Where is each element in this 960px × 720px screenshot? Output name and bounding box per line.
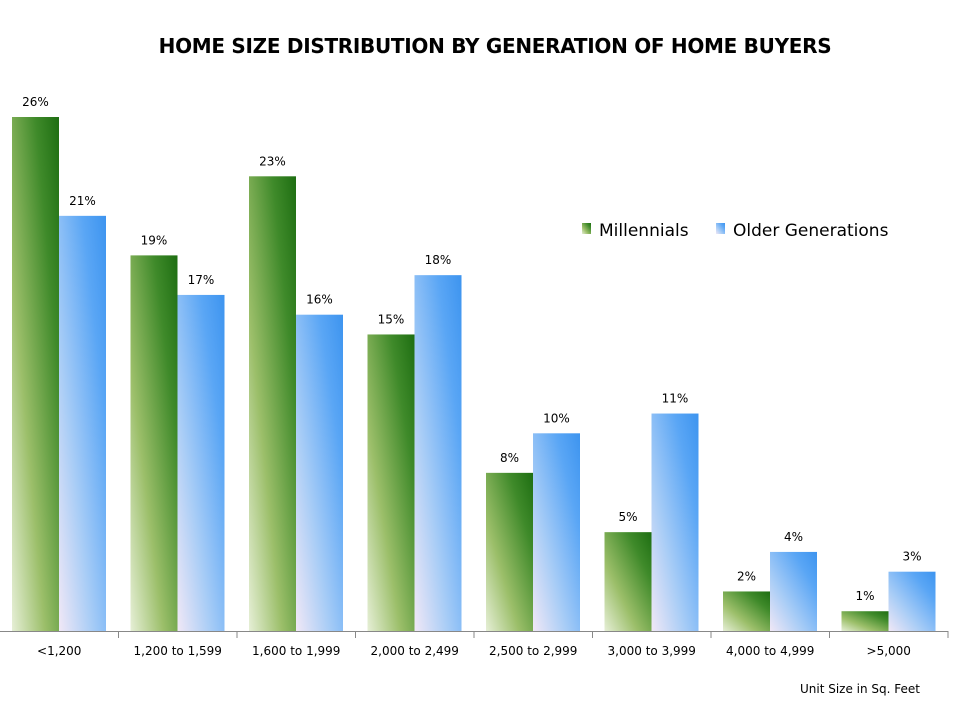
data-label: 10% [543, 411, 570, 425]
bar-millennials [841, 611, 889, 631]
data-label: 4% [784, 530, 803, 544]
bar-older-generations [177, 294, 225, 631]
bar-millennials [130, 255, 178, 631]
legend-swatch-older-generations [716, 223, 725, 234]
x-tick-label: 2,500 to 2,999 [489, 644, 577, 658]
x-axis-title: Unit Size in Sq. Feet [800, 682, 920, 696]
bar-millennials [604, 532, 652, 631]
data-label: 8% [500, 451, 519, 465]
x-tick-label: >5,000 [867, 644, 911, 658]
chart-title: HOME SIZE DISTRIBUTION BY GENERATION OF … [158, 34, 832, 58]
bar-millennials [486, 472, 533, 631]
bar-older-generations [770, 551, 817, 631]
bar-millennials [249, 176, 296, 632]
data-label: 23% [259, 154, 286, 168]
data-label: 1% [855, 589, 874, 603]
data-label: 18% [425, 253, 452, 267]
legend-label-older-generations: Older Generations [733, 221, 889, 241]
data-label: 11% [662, 392, 689, 406]
data-label: 19% [141, 233, 168, 247]
bar-older-generations [651, 413, 699, 631]
x-tick-label: 1,600 to 1,999 [252, 644, 340, 658]
data-label: 3% [902, 550, 921, 564]
data-label: 21% [69, 194, 96, 208]
bar-millennials [12, 117, 59, 631]
bar-older-generations [888, 571, 936, 631]
x-tick-label: 3,000 to 3,999 [608, 644, 696, 658]
x-tick-label: 1,200 to 1,599 [134, 644, 222, 658]
x-tick-label: 2,000 to 2,499 [371, 644, 459, 658]
data-label: 17% [188, 273, 215, 287]
legend-swatch-millennials [582, 223, 591, 234]
data-label: 15% [378, 312, 405, 326]
data-label: 2% [737, 569, 756, 583]
x-tick-label: 4,000 to 4,999 [726, 644, 814, 658]
bar-older-generations [414, 275, 462, 631]
bar-millennials [367, 334, 415, 631]
x-tick-label: <1,200 [37, 644, 81, 658]
data-label: 16% [306, 293, 333, 307]
bar-older-generations [296, 314, 343, 631]
data-label: 5% [618, 510, 637, 524]
legend-label-millennials: Millennials [599, 221, 689, 241]
data-label: 26% [22, 95, 49, 109]
bar-millennials [723, 591, 770, 631]
bar-older-generations [533, 433, 580, 631]
bar-older-generations [59, 215, 106, 631]
